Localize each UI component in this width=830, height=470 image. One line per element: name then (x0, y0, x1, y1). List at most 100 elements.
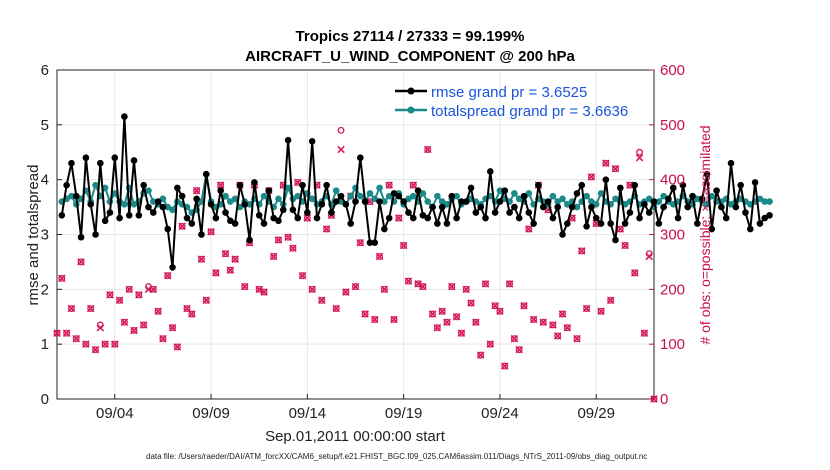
rmse-point (381, 225, 388, 233)
totalspread-point (111, 190, 119, 197)
rmse-point (231, 220, 239, 227)
obs-possible-point (395, 214, 403, 222)
totalspread-point (588, 198, 595, 205)
totalspread-point (660, 192, 667, 200)
obs-possible-point (111, 340, 119, 348)
rmse-point (650, 198, 658, 205)
obs-possible-point (453, 313, 461, 321)
obs-assimilated-point (409, 181, 418, 189)
totalspread-point (169, 206, 176, 214)
obs-possible-point (549, 321, 557, 329)
totalspread-point (357, 192, 364, 200)
obs-possible-point (361, 310, 369, 318)
obs-possible-point (631, 269, 639, 277)
obs-assimilated-point (573, 334, 581, 343)
obs-possible-point (602, 159, 610, 167)
data-file-footer: data file: /Users/raeder/DAI/ATM_forcXX/… (146, 452, 647, 461)
totalspread-point (554, 198, 562, 205)
obs-assimilated-point (375, 252, 384, 261)
rmse-point (323, 181, 330, 189)
obs-possible-point (583, 305, 591, 312)
obs-assimilated-point (231, 255, 239, 263)
rmse-point (434, 220, 441, 227)
rmse-point (255, 212, 263, 219)
rmse-point (212, 214, 220, 222)
rmse-point (525, 209, 533, 216)
rmse-point (568, 203, 576, 211)
obs-assimilated-point (438, 307, 446, 316)
rmse-point (515, 214, 523, 222)
obs-assimilated-point (96, 323, 105, 332)
right-y-axis-label: # of obs: o=possible; ×=assimilated (697, 125, 713, 344)
rmse-point (564, 220, 571, 227)
obs-assimilated-point (226, 266, 235, 274)
obs-assimilated-point (385, 181, 393, 189)
right-y-tick-label: 100 (660, 336, 685, 353)
rmse-point (694, 220, 701, 227)
obs-assimilated-point (496, 307, 504, 316)
totalspread-point (424, 198, 432, 205)
obs-assimilated-point (467, 299, 475, 307)
rmse-point (467, 184, 475, 192)
rmse-point (332, 198, 340, 205)
obs-possible-point (169, 324, 176, 332)
obs-possible-point (587, 173, 595, 181)
obs-assimilated-point (241, 282, 249, 291)
obs-assimilated-point (342, 288, 350, 296)
rmse-point (487, 168, 494, 175)
obs-possible-point (486, 340, 494, 348)
rmse-point (361, 198, 369, 205)
totalspread-point (121, 201, 128, 208)
left-y-axis-label: rmse and totalspread (25, 165, 42, 306)
obs-assimilated-point (111, 340, 119, 348)
rmse-point (265, 187, 273, 194)
totalspread-point (525, 190, 533, 197)
rmse-point (477, 203, 484, 211)
obs-count-markers (53, 126, 658, 403)
obs-possible-point (289, 244, 297, 252)
obs-possible-point (400, 242, 408, 249)
obs-assimilated-point (202, 296, 211, 305)
rmse-point (732, 203, 740, 211)
obs-possible-point (125, 285, 133, 293)
rmse-point (405, 209, 412, 216)
rmse-point (279, 206, 287, 214)
rmse-point (284, 136, 292, 144)
obs-assimilated-point (212, 269, 220, 277)
rmse-point (174, 184, 181, 192)
rmse-point (222, 209, 229, 216)
totalspread-point (645, 195, 653, 203)
obs-possible-point (178, 222, 186, 230)
obs-possible-point (438, 307, 446, 315)
obs-possible-point (120, 318, 128, 326)
obs-possible-point (323, 225, 331, 233)
left-y-tick-label: 0 (41, 391, 49, 408)
obs-assimilated-point (154, 307, 162, 316)
totalspread-point (366, 190, 374, 197)
obs-possible-point (477, 351, 485, 359)
obs-assimilated-point (549, 321, 557, 329)
obs-assimilated-point (125, 285, 133, 294)
obs-assimilated-point (337, 145, 345, 154)
obs-possible-point (530, 316, 538, 323)
rmse-point (443, 220, 451, 227)
rmse-point (766, 212, 773, 219)
x-tick-label: 09/04 (96, 405, 134, 422)
obs-assimilated-point (101, 340, 109, 348)
left-y-tick-label: 2 (41, 281, 49, 298)
obs-possible-point (356, 239, 364, 247)
x-axis-ticks: 09/04 09/09 09/14 09/19 09/24 09/29 (96, 394, 615, 422)
rmse-point (313, 214, 321, 222)
totalspread-point (559, 195, 566, 203)
rmse-point (159, 203, 167, 211)
obs-possible-point (409, 181, 417, 189)
rmse-point (72, 192, 80, 200)
rmse-point (737, 181, 744, 189)
totalspread-point (68, 192, 75, 200)
obs-possible-point (149, 285, 157, 293)
obs-assimilated-point (404, 277, 413, 285)
totalspread-point (438, 198, 446, 205)
obs-assimilated-point (303, 214, 312, 222)
obs-assimilated-point (130, 326, 138, 335)
obs-assimilated-point (462, 285, 470, 294)
